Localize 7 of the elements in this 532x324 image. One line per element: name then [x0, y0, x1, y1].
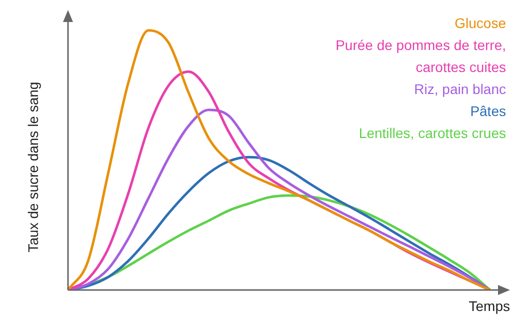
- y-axis-title: Taux de sucre dans le sang: [25, 82, 41, 252]
- text: Pâtes: [469, 102, 506, 121]
- text: Glucose: [454, 14, 506, 33]
- text: Purée de pommes de terre, carottes cuites: [334, 36, 506, 77]
- text: Lentilles, carottes crues: [358, 124, 506, 143]
- text: Riz, pain blanc: [413, 80, 506, 99]
- x-axis-title: Temps: [468, 298, 510, 314]
